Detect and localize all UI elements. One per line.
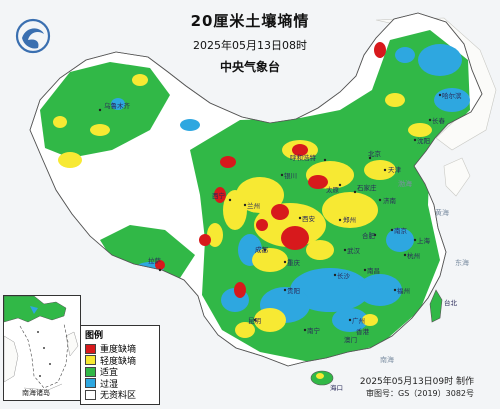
place-label: 武汉: [347, 246, 361, 255]
place-label: 杭州: [407, 251, 420, 260]
place-label: 南京: [394, 226, 408, 235]
approval-number: 审图号：GS（2019）3082号: [366, 389, 474, 398]
legend-swatch: [85, 366, 96, 377]
inset-label: 南海诸岛: [22, 389, 50, 397]
place-label: 石家庄: [357, 183, 377, 192]
legend-swatch: [85, 389, 96, 400]
production-time: 2025年05月13日09时 制作: [359, 377, 474, 387]
legend-label: 过湿: [100, 379, 119, 390]
place-label: 银川: [284, 171, 297, 180]
place-label: 合肥: [362, 231, 376, 240]
legend-swatch: [85, 378, 96, 389]
legend-item: 适宜: [85, 366, 155, 378]
place-label: 上海: [417, 236, 431, 245]
sea-label: 黄海: [435, 208, 449, 217]
issuer: 中央气象台: [219, 60, 280, 74]
taiwan-island: [429, 289, 443, 323]
legend-item: 轻度缺墒: [85, 355, 155, 367]
legend-label: 重度缺墒: [100, 345, 137, 356]
place-label: 昆明: [248, 317, 262, 325]
sea-label: 南海: [380, 355, 394, 364]
place-label: 郑州: [343, 216, 356, 224]
place-label: 广州: [352, 316, 365, 325]
sea-label: 渤海: [398, 179, 412, 188]
legend-swatch: [85, 355, 96, 366]
place-label: 西安: [302, 214, 316, 223]
legend-title: 图例: [85, 331, 104, 341]
place-label: 澳门: [344, 335, 357, 344]
place-label: 西宁: [212, 191, 226, 200]
place-label: 乌鲁木齐: [104, 101, 131, 110]
place-label: 沈阳: [417, 136, 430, 145]
place-label: 天津: [388, 166, 402, 174]
place-label: 南宁: [307, 326, 321, 335]
south-china-sea-inset: 南海诸岛: [3, 295, 81, 401]
map-title: 20厘米土壤墒情: [190, 12, 310, 30]
legend-swatch: [85, 343, 96, 354]
place-label: 北京: [368, 149, 382, 158]
place-label: 香港: [356, 327, 370, 336]
cma-logo-icon: [15, 18, 51, 54]
place-label: 海口: [330, 383, 343, 392]
place-label: 重庆: [287, 258, 301, 267]
place-label: 贵阳: [287, 286, 300, 295]
map-datetime: 2025年05月13日08时: [193, 39, 307, 52]
place-label: 长春: [432, 116, 446, 125]
place-label: 呼和浩特: [290, 153, 317, 162]
legend-item: 重度缺墒: [85, 343, 155, 355]
place-label: 哈尔滨: [442, 91, 462, 100]
sea-label: 东海: [455, 258, 469, 267]
place-label: 成都: [255, 245, 269, 254]
legend: 图例 重度缺墒 轻度缺墒 适宜 过湿 无资料区: [80, 325, 160, 405]
legend-label: 轻度缺墒: [100, 356, 137, 367]
inset-map: [4, 296, 80, 400]
place-label: 太原: [326, 185, 340, 194]
place-label: 南昌: [367, 266, 380, 275]
place-label: 济南: [383, 196, 397, 205]
place-label: 拉萨: [148, 256, 162, 265]
place-label: 长沙: [337, 271, 351, 280]
legend-label: 适宜: [100, 368, 119, 379]
legend-label: 无资料区: [100, 391, 137, 402]
place-label: 台北: [444, 298, 458, 307]
place-label: 福州: [397, 286, 410, 295]
legend-item: 无资料区: [85, 389, 155, 401]
place-label: 兰州: [247, 201, 260, 210]
legend-item: 过湿: [85, 378, 155, 390]
